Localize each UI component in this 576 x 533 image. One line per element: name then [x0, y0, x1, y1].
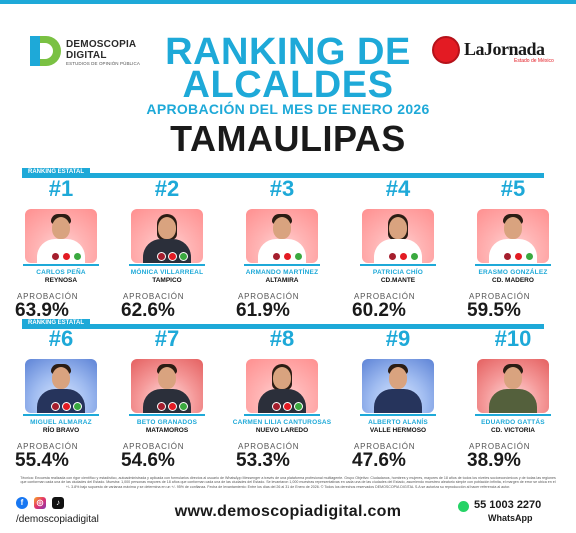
- mayor-name: MIGUEL ALMARAZ: [30, 419, 92, 426]
- approval-value: 60.2%: [352, 300, 406, 321]
- partner-name: LaJornada: [464, 39, 545, 59]
- ranking-label-top: RANKING ESTATAL: [22, 168, 90, 177]
- mayor-city: VALLE HERMOSO: [369, 427, 427, 434]
- approval-label: APROBACIÓN: [469, 442, 531, 451]
- approval-value: 54.6%: [121, 450, 175, 471]
- brand-tagline: ESTUDIOS DE OPINIÓN PÚBLICA: [66, 61, 140, 66]
- mayor-city: NUEVO LAREDO: [255, 427, 309, 434]
- whatsapp-label: WhatsApp: [488, 513, 533, 523]
- la-jornada-logo: LaJornada Estado de México: [432, 36, 554, 70]
- mayor-name: BETO GRANADOS: [136, 419, 198, 426]
- la-jornada-seal-icon: [432, 36, 460, 64]
- mayor-card-7: #7 BETO GRANADOS MATAMOROS APROBACIÓN 54…: [117, 326, 217, 476]
- mayor-card-6: #6 MIGUEL ALMARAZ RÍO BRAVO APROBACIÓN 5…: [11, 326, 111, 476]
- mayor-name: PATRICIA CHÍO: [372, 269, 424, 276]
- mayor-name: CARMEN LILIA CANTUROSAS: [232, 419, 332, 426]
- top-accent-stripe: [0, 0, 576, 4]
- mayor-photo: [477, 209, 549, 263]
- subtitle: APROBACIÓN DEL MES DE ENERO 2026: [146, 101, 430, 117]
- mayor-name: ARMANDO MARTÍNEZ: [245, 269, 319, 276]
- whatsapp-number[interactable]: 55 1003 2270: [474, 499, 542, 511]
- mayor-name: CARLOS PEÑA: [36, 269, 86, 276]
- mayor-photo: [246, 359, 318, 413]
- rank-number: #10: [494, 326, 532, 351]
- approval-label: APROBACIÓN: [238, 292, 300, 301]
- mayor-city: MATAMOROS: [145, 427, 189, 434]
- mayor-city: ALTAMIRA: [265, 277, 299, 284]
- brand-name: DEMOSCOPIA DIGITAL: [66, 39, 137, 61]
- instagram-icon[interactable]: ◎: [34, 497, 46, 509]
- mayor-city: CD. VICTORIA: [491, 427, 535, 434]
- mayor-photo: [477, 359, 549, 413]
- mayor-name: MÓNICA VILLARREAL: [130, 269, 204, 276]
- approval-label: APROBACIÓN: [354, 442, 416, 451]
- approval-value: 38.9%: [467, 450, 521, 471]
- approval-value: 59.5%: [467, 300, 521, 321]
- rank-number: #1: [48, 176, 74, 201]
- rank-number: #5: [500, 176, 526, 201]
- mayor-card-4: #4 PATRICIA CHÍO CD.MANTE APROBACIÓN 60.…: [348, 176, 448, 326]
- mayor-photo: [25, 209, 97, 263]
- title-line-1: RANKING DE: [165, 31, 411, 73]
- rank-number: #9: [385, 326, 411, 351]
- mayor-card-2: #2 MÓNICA VILLARREAL TAMPICO APROBACIÓN …: [117, 176, 217, 326]
- tiktok-icon[interactable]: ♪: [52, 497, 64, 509]
- social-icons: f ◎ ♪: [16, 497, 86, 511]
- social-handle[interactable]: /demoscopiadigital: [16, 514, 99, 525]
- rank-number: #3: [269, 176, 295, 201]
- mayor-card-5: #5 ERASMO GONZÁLEZ CD. MADERO APROBACIÓN…: [463, 176, 563, 326]
- rank-number: #8: [269, 326, 295, 351]
- methodology-disclaimer: Técnica: Encuesta realizada con rigor ci…: [20, 476, 556, 489]
- rank-number: #7: [154, 326, 180, 351]
- approval-label: APROBACIÓN: [123, 442, 185, 451]
- title-line-2: ALCALDES: [182, 64, 394, 106]
- mayor-city: TAMPICO: [152, 277, 182, 284]
- mayor-city: CD.MANTE: [380, 277, 416, 284]
- mayor-name: EDUARDO GATTÁS: [481, 419, 545, 426]
- rank-number: #4: [385, 176, 411, 201]
- mayor-photo: [362, 359, 434, 413]
- whatsapp-icon: [458, 501, 469, 512]
- mayor-photo: [131, 359, 203, 413]
- approval-label: APROBACIÓN: [469, 292, 531, 301]
- demoscopia-mark-icon: [30, 36, 61, 66]
- mayor-photo: [25, 359, 97, 413]
- ranking-bar-bottom: [22, 324, 544, 329]
- approval-value: 61.9%: [236, 300, 290, 321]
- ranking-label-bottom: RANKING ESTATAL: [22, 319, 90, 328]
- mayor-card-8: #8 CARMEN LILIA CANTUROSAS NUEVO LAREDO …: [232, 326, 332, 476]
- mayor-city: RÍO BRAVO: [42, 427, 80, 434]
- approval-label: APROBACIÓN: [354, 292, 416, 301]
- partner-subtitle: Estado de México: [514, 58, 554, 64]
- approval-value: 63.9%: [15, 300, 69, 321]
- mayor-city: REYNOSA: [44, 277, 78, 284]
- website-link[interactable]: www.demoscopiadigital.com: [174, 503, 402, 520]
- mayor-name: ERASMO GONZÁLEZ: [478, 269, 548, 276]
- approval-label: APROBACIÓN: [17, 442, 79, 451]
- demoscopia-logo: DEMOSCOPIA DIGITAL ESTUDIOS DE OPINIÓN P…: [28, 34, 168, 68]
- mayor-city: CD. MADERO: [492, 277, 534, 284]
- approval-value: 62.6%: [121, 300, 175, 321]
- mayor-name: ALBERTO ALANÍS: [368, 419, 428, 426]
- mayor-card-9: #9 ALBERTO ALANÍS VALLE HERMOSO APROBACI…: [348, 326, 448, 476]
- ranking-bar-top: [22, 173, 544, 178]
- mayor-photo: [362, 209, 434, 263]
- approval-label: APROBACIÓN: [238, 442, 300, 451]
- mayor-card-1: #1 CARLOS PEÑA REYNOSA APROBACIÓN 63.9%: [11, 176, 111, 326]
- mayor-photo: [246, 209, 318, 263]
- mayor-photo: [131, 209, 203, 263]
- approval-value: 55.4%: [15, 450, 69, 471]
- approval-value: 47.6%: [352, 450, 406, 471]
- mayor-card-3: #3 ARMANDO MARTÍNEZ ALTAMIRA APROBACIÓN …: [232, 176, 332, 326]
- mayor-card-10: #10 EDUARDO GATTÁS CD. VICTORIA APROBACI…: [463, 326, 563, 476]
- approval-label: APROBACIÓN: [123, 292, 185, 301]
- rank-number: #2: [154, 176, 180, 201]
- approval-value: 53.3%: [236, 450, 290, 471]
- rank-number: #6: [48, 326, 74, 351]
- state-name: TAMAULIPAS: [170, 118, 406, 159]
- approval-label: APROBACIÓN: [17, 292, 79, 301]
- facebook-icon[interactable]: f: [16, 497, 28, 509]
